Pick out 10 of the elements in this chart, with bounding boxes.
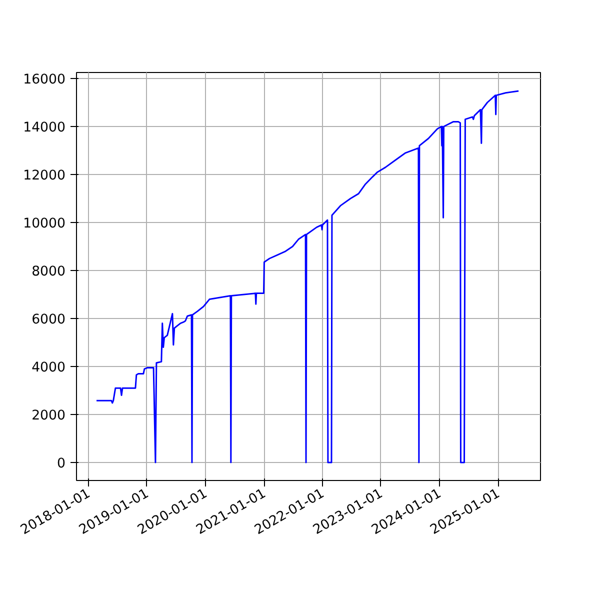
y-tick-label: 0 (57, 456, 66, 472)
line-series (96, 90, 520, 464)
y-tick-label: 10000 (23, 216, 66, 232)
y-tick-label: 2000 (32, 408, 66, 424)
y-tick-label: 8000 (32, 264, 66, 280)
y-tick-label: 16000 (23, 72, 66, 88)
y-tick-label: 14000 (23, 120, 66, 136)
y-tick-label: 6000 (32, 312, 66, 328)
y-tick-label: 12000 (23, 168, 66, 184)
y-tick-label: 4000 (32, 360, 66, 376)
